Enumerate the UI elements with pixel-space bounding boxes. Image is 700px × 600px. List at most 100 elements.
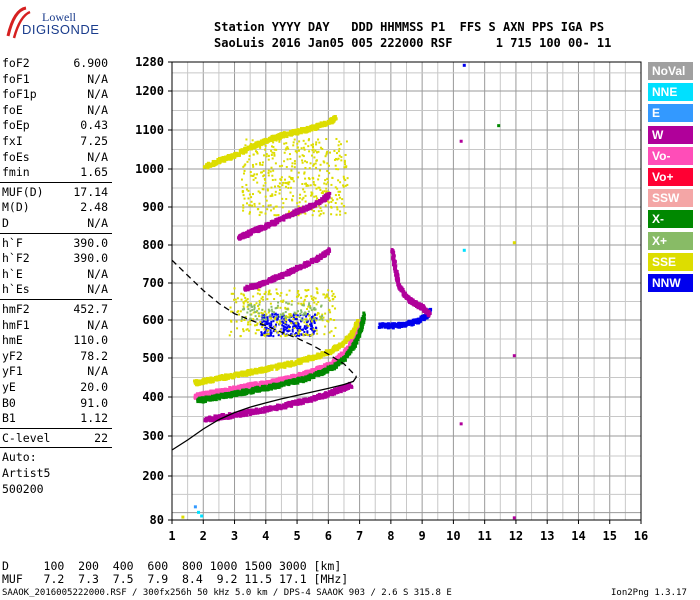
param-value-fxi: 7.25 [80,134,108,148]
echo-point [344,184,347,187]
echo-point [292,400,296,404]
y-tick-label: 1200 [135,84,164,98]
echo-point [315,303,318,306]
echo-point [252,384,256,388]
param-value-hmf2: 452.7 [73,302,108,316]
echo-point [236,327,239,330]
echo-point [326,295,329,298]
echo-point [297,205,300,208]
echo-point [256,309,259,312]
echo-point [260,334,263,337]
echo-point [334,326,337,329]
echo-point [265,328,268,331]
echo-point [305,318,308,321]
echo-point [275,306,278,309]
echo-point [317,138,320,141]
echo-point [322,121,326,125]
echo-point [264,137,268,141]
echo-point [219,389,223,393]
echo-point [512,241,516,245]
echo-point [284,310,287,313]
echo-point [333,367,337,371]
echo-point [311,369,315,373]
echo-point [275,288,278,291]
x-tick-label: 1 [168,529,175,543]
echo-point [318,174,321,177]
echo-point [326,293,329,296]
echo-point [266,319,269,322]
echo-point [300,296,303,299]
echo-point [288,153,291,156]
echo-point [307,139,310,142]
echo-point [285,403,289,407]
echo-point [258,301,261,304]
echo-point [261,161,264,164]
echo-point [261,384,265,388]
echo-point [396,277,400,281]
echo-point [270,308,273,311]
echo-point [271,364,275,368]
echo-point [298,140,301,143]
echo-point [255,163,258,166]
echo-point [249,323,252,326]
echo-point [282,328,285,331]
echo-point [326,350,330,354]
echo-point [281,320,284,323]
echo-point [262,169,265,172]
echo-point [275,217,279,221]
echo-point [262,370,266,374]
echo-point [269,314,272,317]
echo-point [278,165,281,168]
echo-point [316,197,319,200]
echo-point [227,392,231,396]
echo-point [277,185,280,188]
echo-point [255,173,258,176]
echo-point [303,129,307,133]
echo-point [497,124,501,128]
echo-point [254,177,257,180]
echo-point [220,377,224,381]
echo-point [304,295,307,298]
echo-point [230,310,233,313]
echo-point [302,302,305,305]
echo-point [288,319,291,322]
echo-point [243,235,247,239]
echo-point [328,299,331,302]
echo-point [218,416,222,420]
footer-distance-row: D 100 200 400 600 800 1000 1500 3000 [km… [2,559,342,573]
echo-point [278,185,281,188]
echo-point [306,205,310,209]
echo-point [216,390,220,394]
echo-point [320,255,324,259]
echo-point [256,208,259,211]
echo-point [301,198,304,201]
echo-point [198,396,202,400]
echo-point [218,414,222,418]
echo-point [287,400,291,404]
legend-item-vo: Vo+ [648,168,693,186]
param-value-foe: N/A [87,102,108,117]
echo-point [260,321,263,324]
echo-point [298,327,301,330]
echo-point [294,334,297,337]
echo-point [391,258,395,262]
echo-point [285,165,288,168]
echo-point [285,315,288,318]
echo-point [312,315,315,318]
echo-point [216,388,220,392]
echo-point [267,311,270,314]
echo-point [321,192,324,195]
echo-point [307,303,310,306]
echo-point [275,292,278,295]
echo-point [315,317,318,320]
echo-point [320,304,323,307]
echo-point [314,258,318,262]
echo-point [362,313,366,317]
echo-point [328,393,332,397]
echo-point [344,153,347,156]
echo-point [290,169,293,172]
echo-point [299,267,303,271]
echo-point [332,346,336,350]
echo-point [248,329,251,332]
echo-point [312,210,315,213]
